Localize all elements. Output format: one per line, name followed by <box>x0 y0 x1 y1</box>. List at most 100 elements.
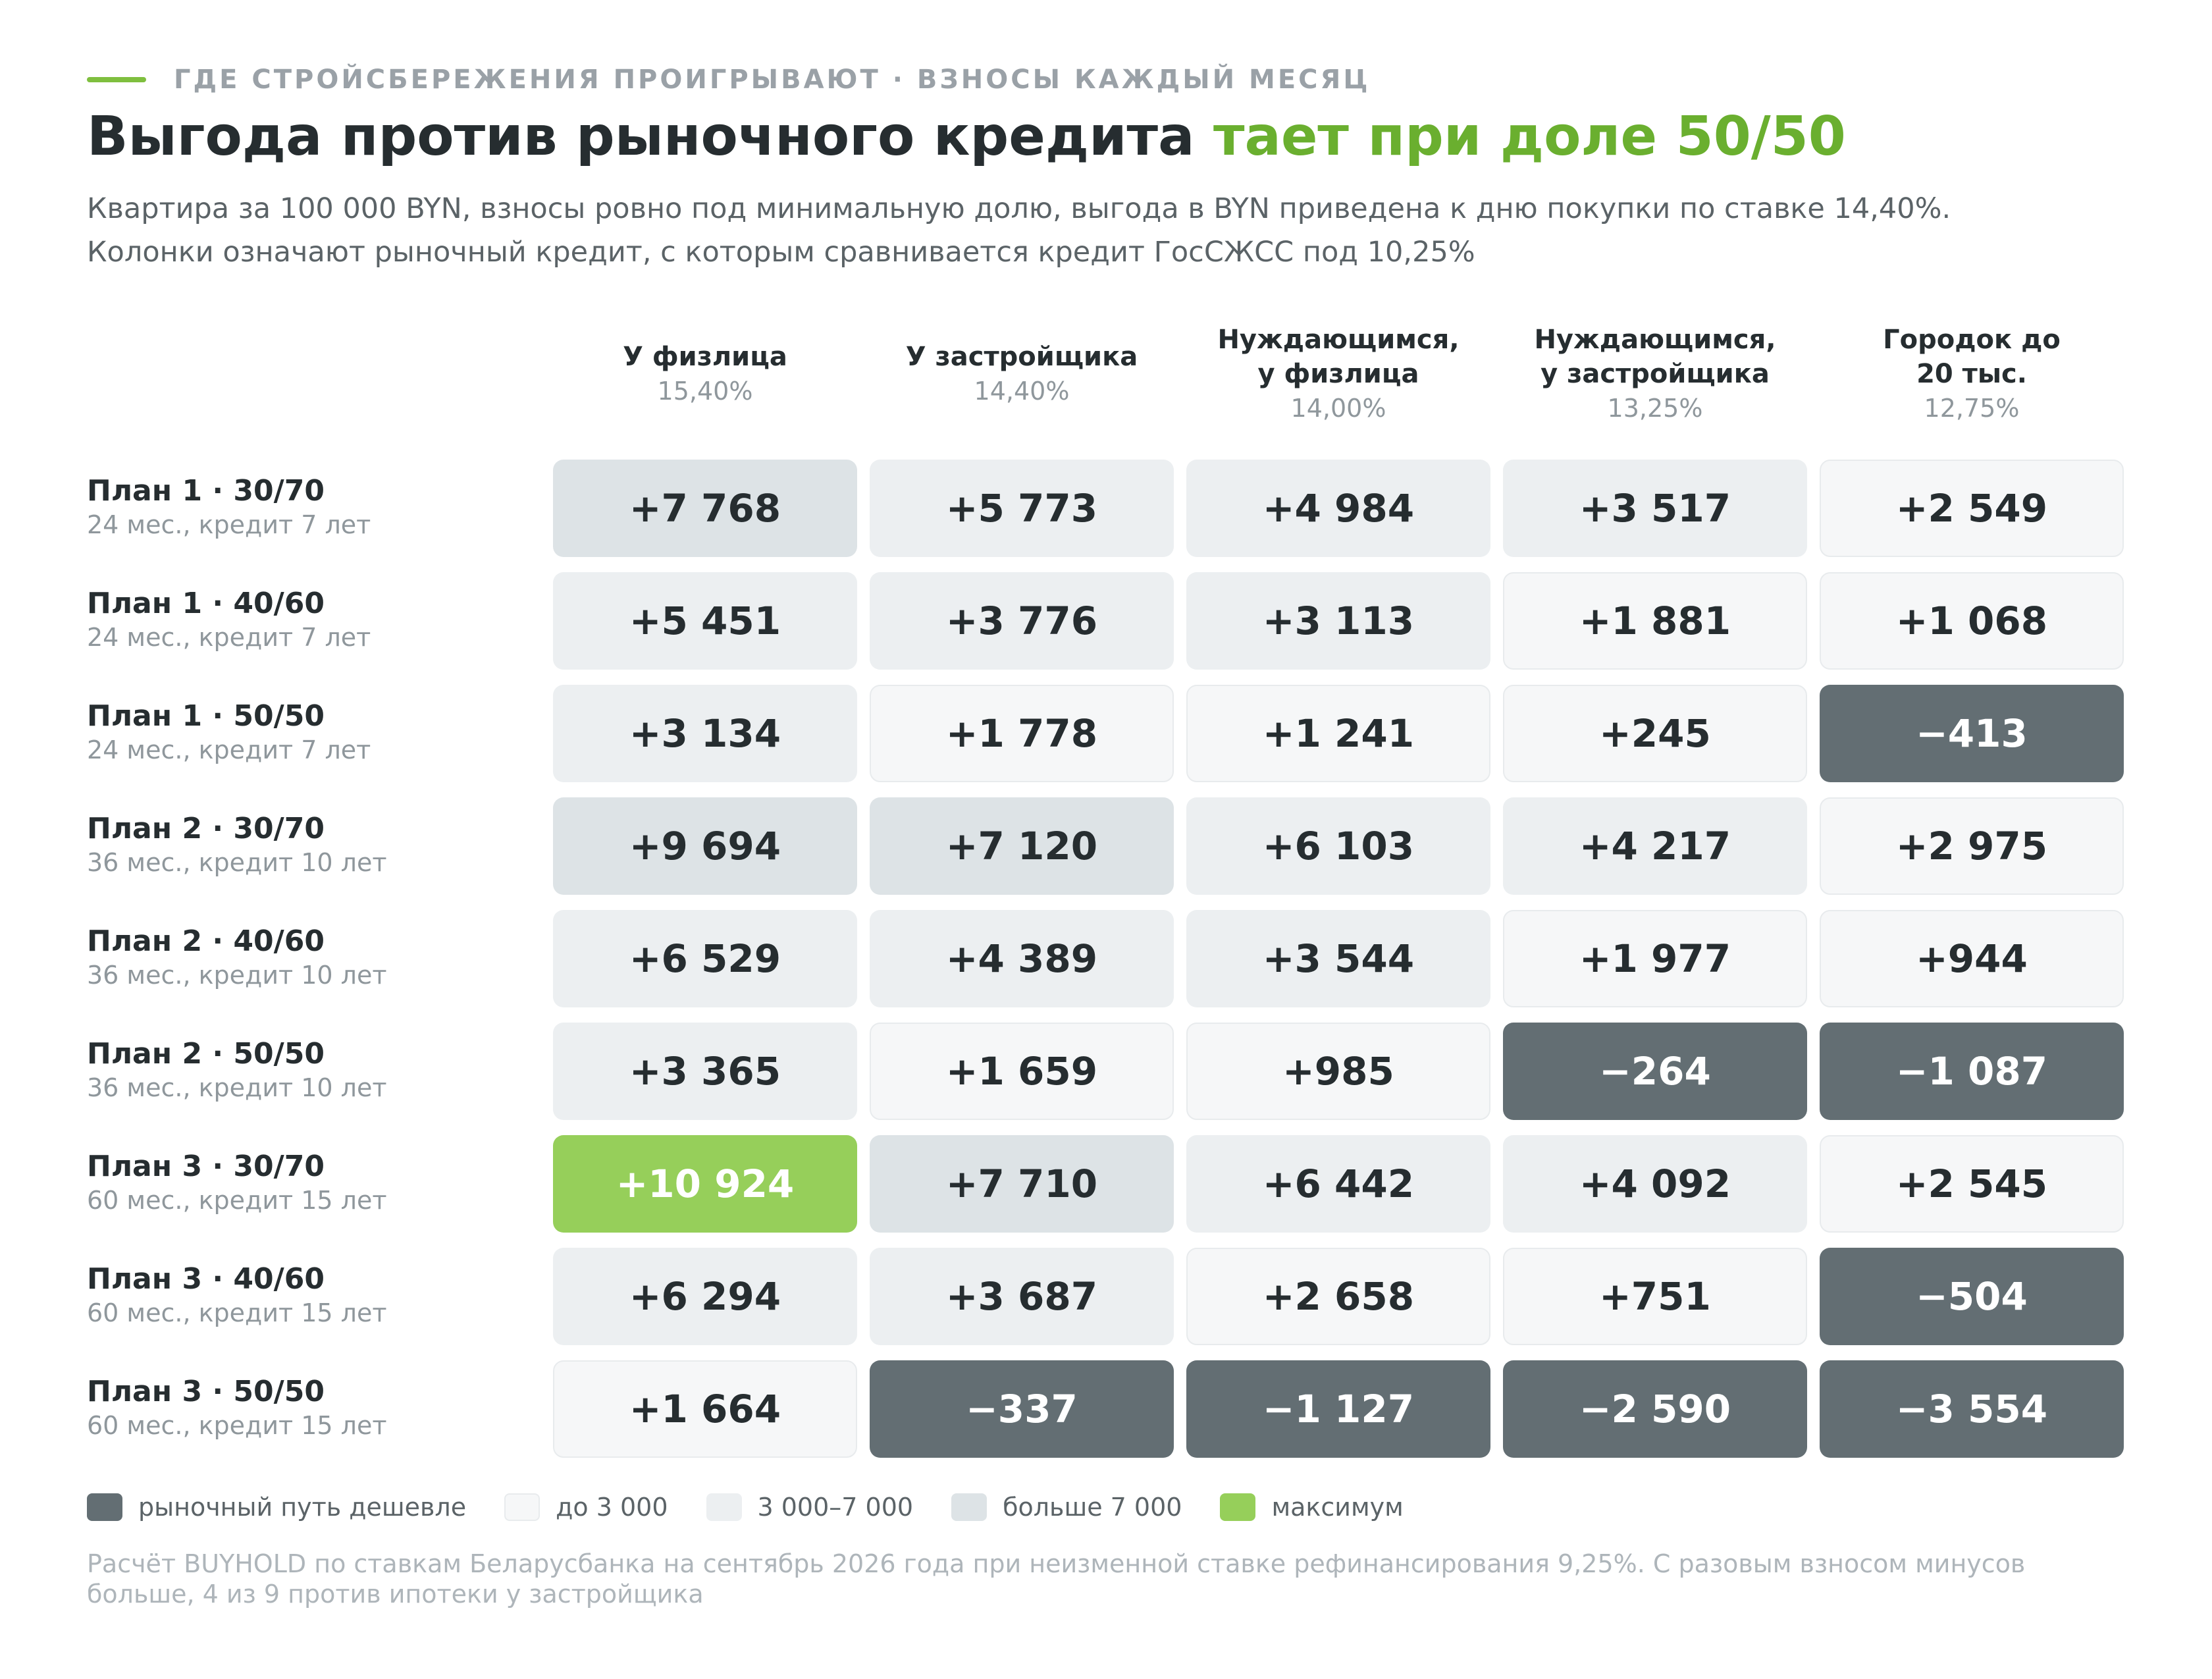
table-cell: +3 544 <box>1186 910 1490 1007</box>
legend-swatch <box>87 1493 122 1521</box>
row-label: План 1 · 50/50 24 мес., кредит 7 лет <box>87 699 535 766</box>
table-cell: +5 773 <box>870 460 1174 557</box>
table-cell: +5 451 <box>553 572 857 670</box>
column-rate: 14,00% <box>1290 394 1386 423</box>
table-cell: −337 <box>870 1360 1174 1458</box>
table-cell: +3 776 <box>870 572 1174 670</box>
column-header: У физлица 15,40% <box>553 340 857 408</box>
table-cell: +4 092 <box>1503 1135 1807 1233</box>
legend-swatch <box>1220 1493 1256 1521</box>
table-cell: +3 517 <box>1503 460 1807 557</box>
table-cell: −1 127 <box>1186 1360 1490 1458</box>
row-label: План 3 · 40/60 60 мес., кредит 15 лет <box>87 1262 535 1329</box>
row-plan-name: План 3 · 50/50 <box>87 1375 325 1408</box>
table-cell: +1 778 <box>870 685 1174 782</box>
table-cell: −3 554 <box>1820 1360 2124 1458</box>
legend-label: до 3 000 <box>556 1493 668 1522</box>
row-plan-terms: 36 мес., кредит 10 лет <box>87 961 387 990</box>
column-rate: 13,25% <box>1607 394 1703 423</box>
table-cell: +944 <box>1820 910 2124 1007</box>
table-cell: +7 120 <box>870 797 1174 895</box>
table-cell: +6 529 <box>553 910 857 1007</box>
table-cell: +6 442 <box>1186 1135 1490 1233</box>
table-cell: +3 687 <box>870 1248 1174 1345</box>
row-plan-name: План 2 · 30/70 <box>87 812 325 845</box>
legend-swatch <box>504 1493 540 1521</box>
table-cell: +4 217 <box>1503 797 1807 895</box>
row-plan-terms: 36 мес., кредит 10 лет <box>87 848 387 877</box>
legend-label: рыночный путь дешевле <box>138 1493 467 1522</box>
table-cell: +3 113 <box>1186 572 1490 670</box>
table-cell: +7 768 <box>553 460 857 557</box>
row-plan-terms: 24 мес., кредит 7 лет <box>87 735 371 764</box>
subtitle: Квартира за 100 000 BYN, взносы ровно по… <box>87 187 2128 274</box>
table-cell: +4 984 <box>1186 460 1490 557</box>
table-cell: +10 924 <box>553 1135 857 1233</box>
row-plan-name: План 3 · 30/70 <box>87 1150 325 1183</box>
table-cell: +985 <box>1186 1023 1490 1120</box>
row-label: План 1 · 40/60 24 мес., кредит 7 лет <box>87 587 535 654</box>
table-cell: −1 087 <box>1820 1023 2124 1120</box>
legend-label: максимум <box>1271 1493 1404 1522</box>
kicker: ГДЕ СТРОЙСБЕРЕЖЕНИЯ ПРОИГРЫВАЮТ · ВЗНОСЫ… <box>174 65 1371 95</box>
column-name: Нуждающимся, у застройщика <box>1534 325 1776 389</box>
column-name: Нуждающимся, у физлица <box>1217 325 1460 389</box>
column-header: Городок до 20 тыс. 12,75% <box>1820 323 2124 425</box>
row-plan-name: План 1 · 40/60 <box>87 587 325 620</box>
table-cell: +6 103 <box>1186 797 1490 895</box>
page-title: Выгода против рыночного кредита тает при… <box>87 105 1846 168</box>
table-cell: +6 294 <box>553 1248 857 1345</box>
table-cell: +3 134 <box>553 685 857 782</box>
table-cell: +1 977 <box>1503 910 1807 1007</box>
table-cell: +3 365 <box>553 1023 857 1120</box>
legend-swatch <box>951 1493 988 1521</box>
row-plan-name: План 3 · 40/60 <box>87 1262 325 1296</box>
table-cell: −2 590 <box>1503 1360 1807 1458</box>
legend-item: максимум <box>1220 1493 1404 1522</box>
legend-item: больше 7 000 <box>951 1493 1182 1522</box>
table-cell: −413 <box>1820 685 2124 782</box>
column-name: У застройщика <box>905 342 1138 372</box>
column-rate: 14,40% <box>974 377 1070 406</box>
column-rate: 15,40% <box>657 377 753 406</box>
table-cell: +4 389 <box>870 910 1174 1007</box>
footnote: Расчёт BUYHOLD по ставкам Беларусбанка н… <box>87 1549 2026 1609</box>
table-cell: +1 241 <box>1186 685 1490 782</box>
title-accent: тает при доле 50/50 <box>1213 105 1846 168</box>
table-cell: +1 068 <box>1820 572 2124 670</box>
table-cell: +751 <box>1503 1248 1807 1345</box>
legend-label: 3 000–7 000 <box>757 1493 914 1522</box>
row-plan-name: План 1 · 50/50 <box>87 699 325 733</box>
table-cell: +1 659 <box>870 1023 1174 1120</box>
column-rate: 12,75% <box>1924 394 2020 423</box>
table-cell: +1 664 <box>553 1360 857 1458</box>
row-label: План 2 · 30/70 36 мес., кредит 10 лет <box>87 812 535 879</box>
row-plan-terms: 60 мес., кредит 15 лет <box>87 1411 387 1440</box>
table-cell: +2 545 <box>1820 1135 2124 1233</box>
column-header: Нуждающимся, у физлица 14,00% <box>1186 323 1490 425</box>
table-cell: −504 <box>1820 1248 2124 1345</box>
table-cell: +245 <box>1503 685 1807 782</box>
row-label: План 3 · 50/50 60 мес., кредит 15 лет <box>87 1375 535 1442</box>
column-header: Нуждающимся, у застройщика 13,25% <box>1503 323 1807 425</box>
row-plan-terms: 60 мес., кредит 15 лет <box>87 1186 387 1215</box>
kicker-row: ГДЕ СТРОЙСБЕРЕЖЕНИЯ ПРОИГРЫВАЮТ · ВЗНОСЫ… <box>87 63 1370 96</box>
row-plan-terms: 60 мес., кредит 15 лет <box>87 1298 387 1327</box>
subtitle-line-1: Квартира за 100 000 BYN, взносы ровно по… <box>87 192 1951 225</box>
table-cell: +1 881 <box>1503 572 1807 670</box>
subtitle-line-2: Колонки означают рыночный кредит, с кото… <box>87 236 1475 269</box>
table-cell: −264 <box>1503 1023 1807 1120</box>
row-label: План 2 · 40/60 36 мес., кредит 10 лет <box>87 924 535 992</box>
row-plan-name: План 2 · 40/60 <box>87 924 325 958</box>
table-cell: +9 694 <box>553 797 857 895</box>
column-header: У застройщика 14,40% <box>870 340 1174 408</box>
kicker-accent-bar <box>87 77 146 82</box>
row-label: План 3 · 30/70 60 мес., кредит 15 лет <box>87 1150 535 1217</box>
column-name: Городок до 20 тыс. <box>1883 325 2061 389</box>
row-plan-name: План 2 · 50/50 <box>87 1037 325 1071</box>
legend-swatch <box>706 1493 742 1521</box>
table-cell: +2 975 <box>1820 797 2124 895</box>
row-plan-terms: 36 мес., кредит 10 лет <box>87 1073 387 1102</box>
table-cell: +2 549 <box>1820 460 2124 557</box>
column-name: У физлица <box>623 342 787 372</box>
